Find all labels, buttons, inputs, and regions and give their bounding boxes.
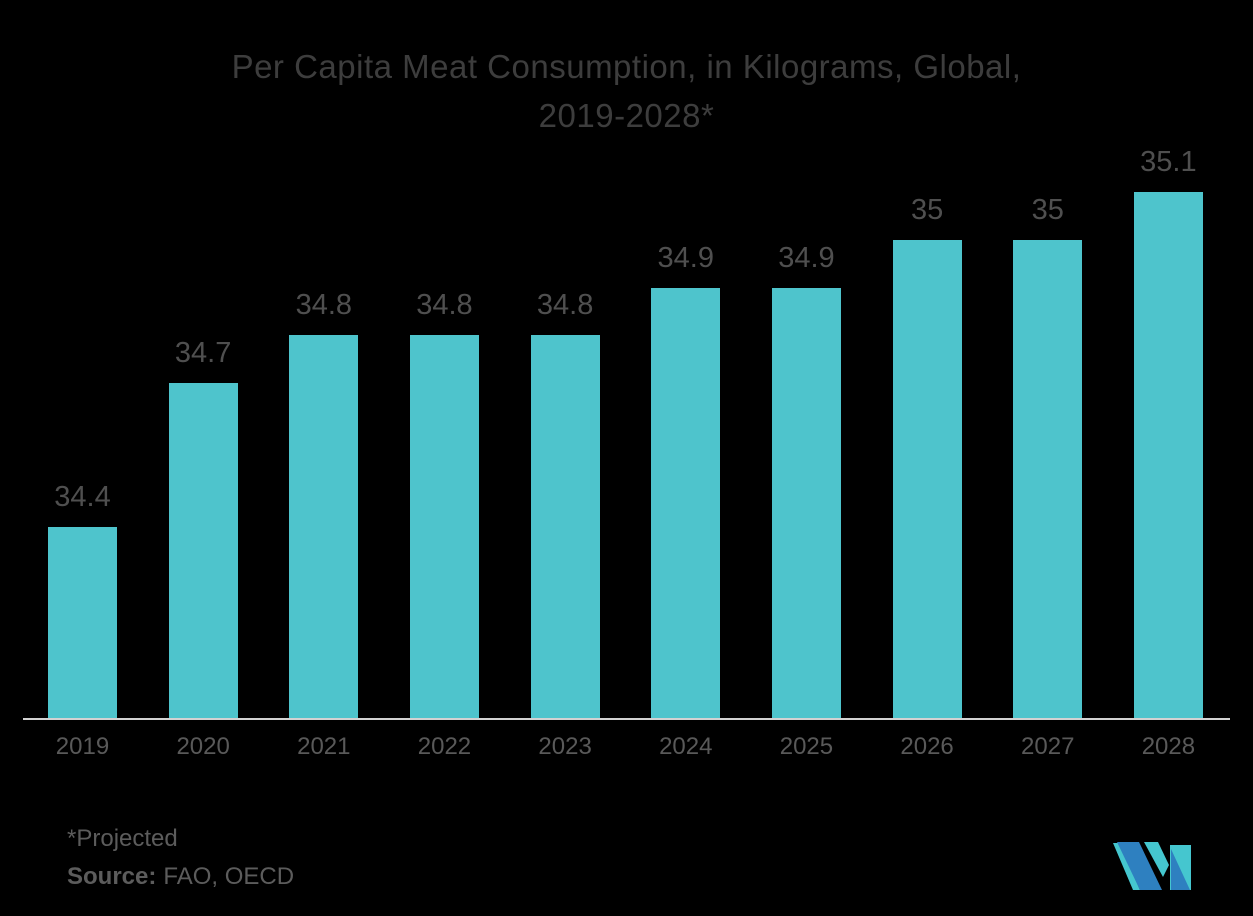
bar-column: 34.9 bbox=[651, 241, 721, 718]
x-tick-label: 2020 bbox=[176, 733, 230, 760]
x-tick-label: 2023 bbox=[538, 733, 592, 760]
bar-value-label: 34.8 bbox=[536, 289, 594, 321]
bar-column: 35 bbox=[1013, 193, 1083, 718]
logo-blue-triangle bbox=[1171, 849, 1190, 890]
source-line: Source: FAO, OECD bbox=[67, 858, 294, 896]
x-tick-label: 2019 bbox=[55, 733, 110, 760]
bar-value-label: 34.7 bbox=[174, 337, 232, 369]
x-tick-label: 2026 bbox=[900, 733, 954, 760]
bar bbox=[892, 240, 962, 718]
logo-blue-stroke bbox=[1117, 842, 1162, 890]
bar-column: 34.4 bbox=[48, 480, 117, 718]
bar-column: 35.1 bbox=[1133, 145, 1203, 718]
bar-value-label: 35 bbox=[910, 194, 944, 226]
bar-value-label: 34.9 bbox=[657, 242, 714, 274]
bar-column: 34.9 bbox=[771, 241, 841, 718]
x-tick-label: 2025 bbox=[779, 733, 834, 760]
bar-column: 35 bbox=[892, 193, 962, 718]
x-tick-label: 2021 bbox=[297, 733, 351, 760]
projected-note: *Projected bbox=[67, 825, 178, 852]
bar-value-label: 34.4 bbox=[54, 481, 111, 513]
source-label: Source: bbox=[67, 863, 157, 890]
bar-value-label: 35 bbox=[1031, 194, 1064, 226]
logo-teal-sliver bbox=[1113, 843, 1140, 890]
chart-title: Per Capita Meat Consumption, in Kilogram… bbox=[0, 42, 1253, 140]
bar bbox=[530, 335, 600, 718]
footer: *Projected Source: FAO, OECD bbox=[67, 820, 294, 896]
bar-column: 34.8 bbox=[289, 288, 359, 718]
bar bbox=[651, 288, 721, 718]
bar-value-label: 34.8 bbox=[295, 289, 353, 321]
bar bbox=[168, 383, 238, 718]
x-tick-label: 2024 bbox=[659, 733, 713, 760]
bar bbox=[771, 288, 841, 718]
bar-value-label: 34.8 bbox=[416, 289, 473, 321]
bar bbox=[409, 335, 479, 718]
source-value: FAO, OECD bbox=[163, 863, 295, 890]
bar-value-label: 35.1 bbox=[1140, 146, 1197, 178]
bar bbox=[1013, 240, 1083, 718]
x-tick-label: 2028 bbox=[1141, 733, 1196, 760]
x-axis-line bbox=[23, 718, 1230, 720]
bar-column: 34.8 bbox=[530, 288, 600, 718]
x-axis-tick-labels: 2019 2020 2021 2022 2023 2024 2025 2026 2027 2028 bbox=[48, 733, 1203, 761]
bar bbox=[48, 527, 117, 718]
mordor-intelligence-logo bbox=[1113, 842, 1191, 890]
bar-value-label: 34.9 bbox=[778, 242, 835, 274]
bar bbox=[1133, 192, 1203, 718]
x-tick-label: 2027 bbox=[1021, 733, 1075, 760]
logo-teal-stroke bbox=[1144, 842, 1169, 877]
bars-row: 34.4 34.7 34.8 34.8 34.8 34.9 34.9 35 35 35.1 bbox=[48, 145, 1203, 718]
x-tick-label: 2022 bbox=[417, 733, 472, 760]
bar-column: 34.7 bbox=[168, 336, 238, 718]
bar-column: 34.8 bbox=[409, 288, 479, 718]
bar bbox=[289, 335, 359, 718]
chart-title-line1: Per Capita Meat Consumption, in Kilogram… bbox=[231, 48, 1022, 85]
chart-title-line2: 2019-2028* bbox=[538, 97, 715, 134]
